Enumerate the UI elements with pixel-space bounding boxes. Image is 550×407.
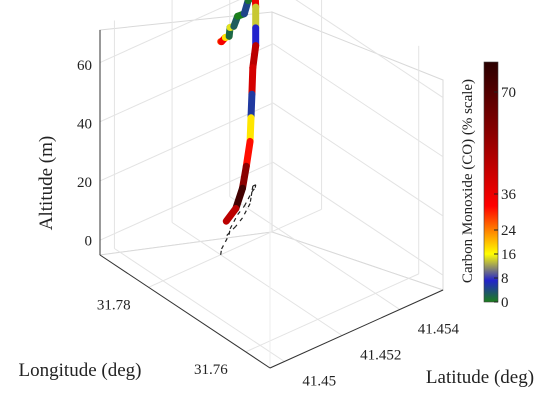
z-grid-line <box>295 0 444 98</box>
ground-shadow-segment <box>252 184 256 187</box>
z-tick-labels: 0 20 40 60 <box>77 58 92 249</box>
trajectory-series <box>217 0 260 225</box>
ground-shadow-segment <box>241 210 247 219</box>
z-tick-label: 60 <box>77 58 92 74</box>
y-grid-line <box>229 196 401 310</box>
ground-shadow-segment <box>250 191 253 198</box>
y-tick-label: 41.452 <box>360 348 401 364</box>
ground-shadow-segment <box>237 205 245 215</box>
trajectory-segment <box>239 162 250 192</box>
colorbar-tick-label: 36 <box>501 187 517 203</box>
x-axis-title: Longitude (deg) <box>19 360 142 381</box>
trajectory-segment <box>247 90 256 122</box>
z-grid-line <box>272 102 444 217</box>
x-tick-label: 31.78 <box>97 297 131 313</box>
z-tick-label: 20 <box>77 175 92 191</box>
y-grid-line <box>114 248 285 362</box>
z-grid-line <box>99 0 240 63</box>
trajectory-segment <box>242 137 254 170</box>
y-axis-title: Latitude (deg) <box>426 367 534 388</box>
ground-shadow-segment <box>247 191 253 200</box>
y-tick-label: 41.454 <box>418 322 460 338</box>
x-grid-line <box>148 208 322 288</box>
trajectory-segment <box>246 114 255 145</box>
colorbar-gradient <box>483 61 499 303</box>
ground-shadow-segment <box>249 197 252 204</box>
axes-box <box>98 0 445 369</box>
y-grid-line <box>171 222 343 336</box>
colorbar-tick-labels: 0 8 16 24 36 70 <box>494 85 517 311</box>
colorbar: 0 8 16 24 36 70 Carbon Monoxide (CO) (% scale… <box>460 61 517 311</box>
colorbar-tick-label: 8 <box>501 271 509 287</box>
x-axis-line <box>99 254 271 369</box>
z-grid-line <box>99 102 274 182</box>
z-grid-line <box>272 43 444 158</box>
trajectory-segment <box>222 205 240 225</box>
ground-shadow-segment <box>224 234 230 243</box>
colorbar-tick-label: 24 <box>501 223 517 239</box>
trajectory-segment <box>232 184 247 213</box>
ground-shadow-segment <box>221 241 226 250</box>
z-grid-line <box>99 43 274 123</box>
x-tick-label: 31.76 <box>194 362 228 378</box>
colorbar-tick-label: 0 <box>501 295 509 311</box>
ground-shadow-segment <box>243 198 249 207</box>
ground-shadow-segment <box>229 221 235 230</box>
ground-shadow-segment <box>251 186 254 193</box>
trajectory-segment <box>248 64 257 98</box>
left-back-pane <box>99 11 273 256</box>
ground-shadow-segment <box>235 217 243 227</box>
y-tick-label: 41.45 <box>302 374 336 390</box>
y-tick-labels: 41.45 41.452 41.454 <box>302 322 459 390</box>
trajectory-segment <box>244 0 254 5</box>
trajectory-segment <box>249 42 260 72</box>
z-axis-title: Altitude (m) <box>36 136 57 230</box>
ground-shadow-segment <box>233 214 239 223</box>
x-grid-line <box>245 273 419 353</box>
ground-projection <box>220 184 257 255</box>
ground-shadow-segment <box>245 203 251 211</box>
y-axis-line <box>269 289 444 369</box>
z-tick-label: 0 <box>85 233 93 249</box>
z-tick-label: 40 <box>77 117 92 133</box>
colorbar-tick-label: 16 <box>501 247 517 263</box>
x-tick-labels: 31.76 31.78 <box>97 297 228 378</box>
grid-lines <box>99 0 444 362</box>
ground-shadow-segment <box>220 248 223 255</box>
ground-shadow-segment <box>251 187 256 193</box>
colorbar-tick-label: 70 <box>501 85 516 101</box>
z-grid-line <box>272 161 444 276</box>
ground-shadow-segment <box>225 225 237 237</box>
colorbar-title: Carbon Monoxide (CO) (% scale) <box>460 79 476 283</box>
